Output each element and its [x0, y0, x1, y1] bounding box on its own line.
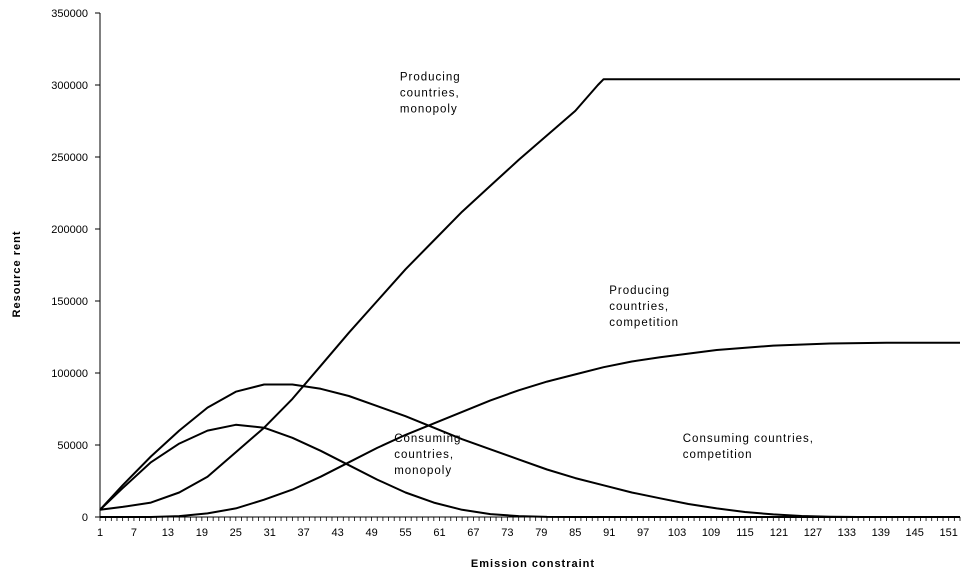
y-tick-label: 150000	[51, 296, 88, 308]
y-tick-label: 200000	[51, 224, 88, 236]
series-annotation-1: Producing countries, monopoly	[400, 72, 461, 116]
x-tick-label: 43	[332, 527, 344, 539]
x-tick-label: 151	[940, 527, 958, 539]
series-line-1	[99, 78, 960, 511]
x-tick-label: 103	[668, 527, 686, 539]
series-annotation-4: Consuming countries, competition	[683, 433, 814, 461]
annotation-line: competition	[683, 449, 753, 461]
x-tick-label: 19	[196, 527, 208, 539]
y-tick-label: 250000	[51, 152, 88, 164]
x-tick-label: 55	[399, 527, 411, 539]
annotation-line: countries,	[394, 449, 454, 461]
annotation-line: monopoly	[400, 104, 458, 116]
annotation-line: countries,	[609, 301, 669, 313]
x-tick-label: 121	[770, 527, 788, 539]
annotation-layer: Producing countries, monopoly Producing coun…	[394, 72, 814, 477]
y-tick-label: 300000	[51, 80, 88, 92]
y-axis: 0 50000 100000 150000 200000 250000 300000 3500…	[51, 8, 101, 524]
x-tick-label: 91	[603, 527, 615, 539]
annotation-line: Producing	[609, 285, 670, 297]
x-tick-label: 97	[637, 527, 649, 539]
y-tick-label: 100000	[51, 368, 88, 380]
annotation-line: Consuming countries,	[683, 433, 814, 445]
x-axis-title: Emission constraint	[471, 558, 595, 570]
x-tick-label: 67	[467, 527, 479, 539]
x-tick-label: 79	[535, 527, 547, 539]
x-tick-label: 61	[433, 527, 445, 539]
y-axis-title: Resource rent	[11, 231, 23, 318]
annotation-line: Consuming	[394, 433, 461, 445]
x-tick-label: 133	[838, 527, 856, 539]
series-line-2	[100, 341, 960, 518]
x-tick-label: 37	[298, 527, 310, 539]
series-annotation-2: Producing countries, competition	[609, 285, 679, 329]
y-tick-label: 0	[82, 512, 88, 524]
series-layer	[99, 78, 960, 518]
x-tick-label: 1	[97, 527, 103, 539]
x-tick-label: 85	[569, 527, 581, 539]
x-tick-label: 115	[736, 527, 754, 539]
x-tick-label: 49	[365, 527, 377, 539]
series-line-3	[99, 423, 960, 518]
annotation-line: countries,	[400, 88, 460, 100]
x-tick-label: 109	[702, 527, 720, 539]
x-tick-label: 73	[501, 527, 513, 539]
x-tick-label: 127	[804, 527, 822, 539]
y-tick-label: 350000	[51, 8, 88, 20]
x-tick-label: 25	[230, 527, 242, 539]
series-annotation-3: Consuming countries, monopoly	[394, 433, 461, 477]
x-tick-label: 13	[162, 527, 174, 539]
x-axis: 1 7 13 19 25 31 37 43 49 55 61 67 73 79 85 91 97 103 109 11…	[97, 516, 961, 539]
y-tick-label: 50000	[57, 440, 88, 452]
annotation-line: monopoly	[394, 465, 452, 477]
x-tick-label: 139	[872, 527, 890, 539]
x-tick-label: 145	[906, 527, 924, 539]
x-tick-label: 7	[131, 527, 137, 539]
annotation-line: competition	[609, 317, 679, 329]
annotation-line: Producing	[400, 72, 461, 84]
series-line-4	[99, 383, 960, 518]
x-tick-label: 31	[264, 527, 276, 539]
